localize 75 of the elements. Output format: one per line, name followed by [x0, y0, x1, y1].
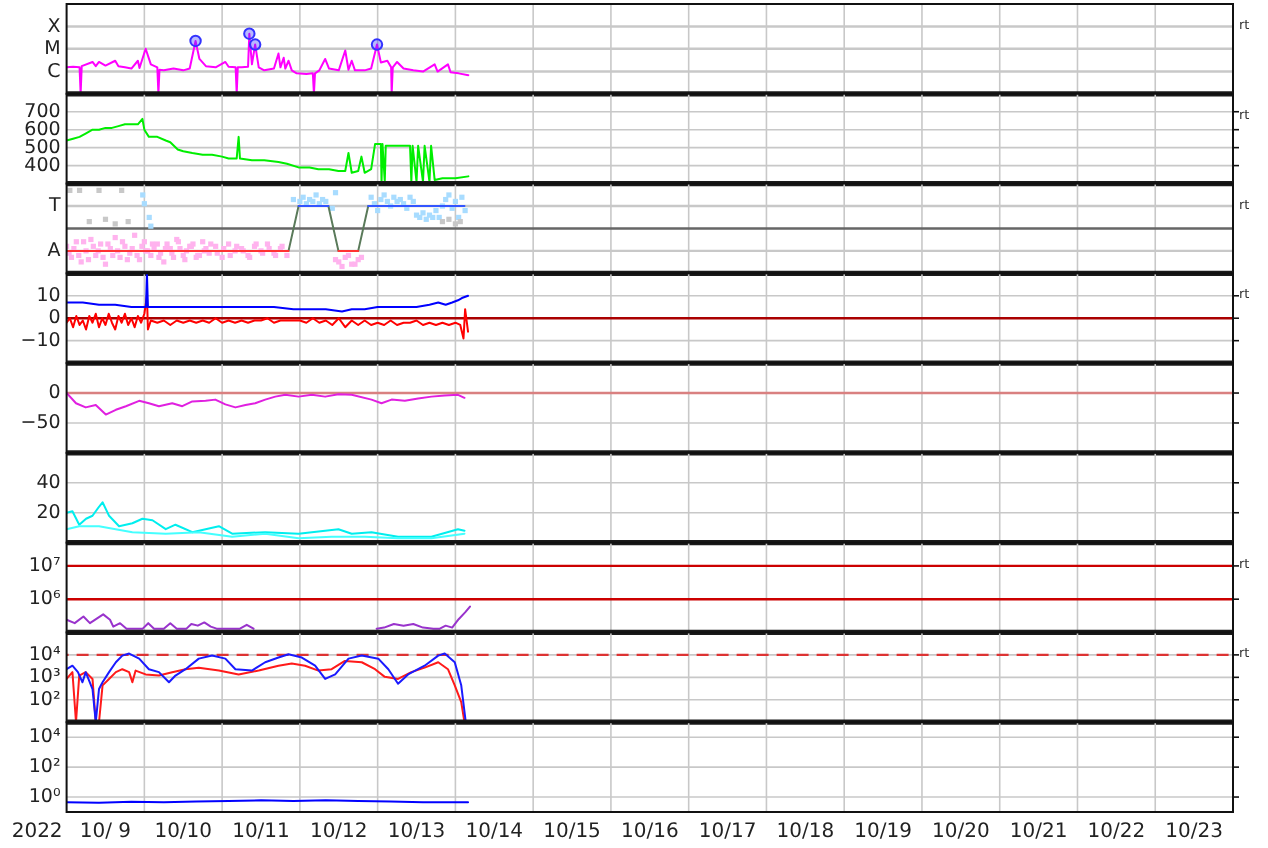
line-series: [66, 273, 470, 313]
y-tick-label: 0: [48, 307, 61, 330]
x-tick-label: 10/15: [543, 821, 601, 843]
ref-line-label: M: [44, 37, 61, 60]
x-tick-label: 10/10: [154, 821, 213, 843]
y-tick-label: 700: [24, 100, 61, 123]
point: [102, 216, 109, 222]
point: [313, 192, 319, 198]
point: [407, 194, 413, 200]
y-tick-label: 400: [24, 154, 61, 177]
point: [140, 192, 146, 198]
y-tick-label: 10⁴: [28, 726, 61, 749]
x-tick-label: 10/22: [1087, 821, 1146, 843]
y-tick-label: 10³: [28, 666, 61, 689]
y-tick-label: −10: [20, 329, 61, 352]
point: [457, 219, 463, 225]
point: [141, 201, 147, 207]
y-tick-label: 10: [36, 284, 61, 307]
point: [146, 214, 152, 221]
y-tick-label: 40: [36, 471, 61, 494]
point: [375, 207, 381, 214]
x-tick-label: 10/16: [620, 821, 679, 843]
y-tick-label: −50: [20, 411, 61, 434]
line-series: [66, 501, 466, 538]
x-axis-title: 2022: [11, 821, 63, 843]
point: [96, 187, 102, 193]
point: [329, 205, 335, 211]
point: [86, 219, 92, 225]
x-tick-label: 10/ 9: [79, 821, 132, 843]
ref-line-label: A: [47, 239, 62, 262]
y-tick-label: 10⁶: [28, 588, 61, 611]
y-tick-label: 10⁰: [28, 786, 61, 809]
point: [446, 192, 452, 198]
point: [290, 196, 296, 203]
point: [332, 190, 339, 196]
point: [76, 187, 83, 193]
x-tick-label: 10/21: [1009, 821, 1068, 843]
x-tick-label: 10/20: [932, 821, 990, 843]
point: [368, 194, 374, 200]
x-tick-label: 10/19: [854, 821, 912, 843]
line-series: [66, 392, 466, 416]
point: [459, 194, 465, 200]
point: [420, 210, 426, 216]
x-tick-label: 10/14: [465, 821, 524, 843]
y-tick-label: 10²: [28, 688, 61, 711]
x-tick-label: 10/18: [776, 821, 835, 843]
y-tick-label: 0: [48, 382, 61, 405]
x-tick-label: 10/12: [309, 821, 368, 843]
point: [410, 198, 416, 205]
y-tick-label: 10⁷: [28, 554, 61, 577]
ref-line-label: C: [47, 60, 62, 83]
x-tick-label: 10/17: [698, 821, 757, 843]
point: [446, 216, 452, 222]
y-tick-label: 10²: [28, 756, 61, 779]
point: [119, 187, 125, 193]
point: [112, 221, 118, 227]
ref-line-label: T: [46, 195, 61, 217]
point: [452, 198, 458, 205]
point: [148, 223, 154, 229]
ref-line-label: X: [47, 15, 62, 38]
point: [125, 219, 131, 225]
point: [300, 194, 306, 200]
x-tick-label: 10/11: [232, 821, 290, 843]
point: [462, 207, 468, 214]
y-tick-label: 600: [24, 118, 61, 141]
x-tick-label: 10/13: [387, 821, 446, 843]
point: [381, 192, 387, 198]
point: [433, 207, 439, 214]
y-tick-label: 500: [24, 136, 61, 159]
y-tick-label: 10⁴: [28, 643, 61, 666]
point: [439, 219, 446, 225]
point: [452, 221, 458, 227]
x-tick-label: 10/23: [1165, 821, 1223, 843]
line-series: [66, 117, 470, 183]
y-tick-label: 20: [36, 501, 61, 524]
